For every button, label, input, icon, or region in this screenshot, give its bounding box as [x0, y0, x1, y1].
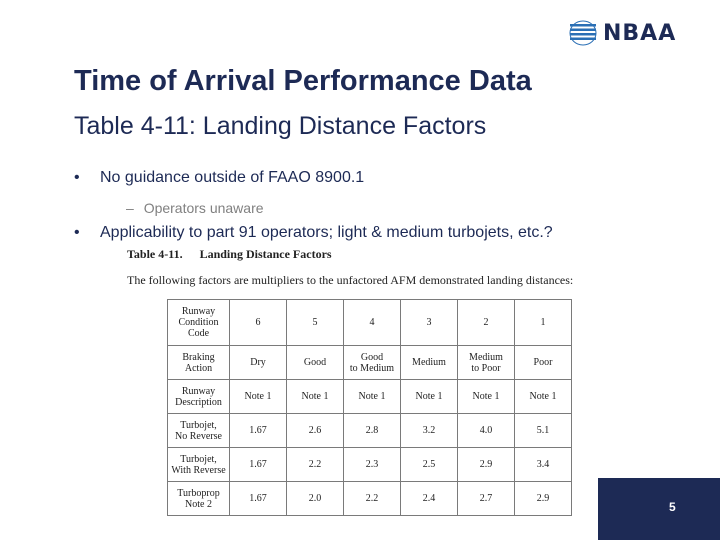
table-cell: Poor: [514, 345, 572, 380]
document-intro-text: The following factors are multipliers to…: [127, 273, 574, 287]
table-cell: 2.2: [286, 447, 344, 482]
row-header-line: Description: [175, 396, 222, 408]
row-header-line: Code: [187, 328, 210, 339]
cell-line: Medium: [469, 351, 503, 363]
table-cell: 6: [229, 299, 287, 346]
table-cell: 2.8: [343, 413, 401, 448]
table-cell: Medium: [400, 345, 458, 380]
table-cell: Note 1: [514, 379, 572, 414]
table-cell: 1: [514, 299, 572, 346]
table-cell: 3.2: [400, 413, 458, 448]
table-cell: 3.4: [514, 447, 572, 482]
landing-distance-factors-table: Runway Condition Code 6 5 4 3 2 1 Braking Action Dr…: [167, 299, 572, 516]
page-number-badge: 5: [598, 478, 720, 540]
table-label: Table 4-11.: [127, 247, 183, 261]
bullet-marker: •: [74, 169, 80, 186]
logo-text: NBAA: [603, 21, 677, 46]
table-cell: Medium to Poor: [457, 345, 515, 380]
table-cell: Note 1: [400, 379, 458, 414]
row-header-line: Runway: [181, 385, 216, 397]
table-cell: Good to Medium: [343, 345, 401, 380]
table-title: Landing Distance Factors: [199, 247, 332, 261]
row-header-line: Action: [184, 362, 213, 374]
cell-line: to Medium: [349, 362, 395, 374]
table-row: Turbojet, No Reverse 1.67 2.6 2.8 3.2 4.0 5.1: [167, 413, 572, 448]
row-header-cell: Runway Condition Code: [167, 299, 230, 346]
row-header-line: No Reverse: [175, 430, 222, 442]
sub-bullet-marker: –: [126, 200, 134, 216]
bullet-marker: •: [74, 224, 80, 241]
table-cell: 2.0: [286, 481, 344, 516]
table-row: Turbojet, With Reverse 1.67 2.2 2.3 2.5 2.9 3.4: [167, 447, 572, 482]
table-cell: 2.4: [400, 481, 458, 516]
table-cell: 1.67: [229, 481, 287, 516]
bullet-text: No guidance outside of FAAO 8900.1: [100, 169, 365, 186]
table-cell: 3: [400, 299, 458, 346]
table-cell: 2: [457, 299, 515, 346]
table-cell: 4.0: [457, 413, 515, 448]
row-header-line: Braking: [182, 351, 215, 363]
bullet-text: Applicability to part 91 operators; ligh…: [100, 224, 553, 241]
document-table-caption: Table 4-11. Landing Distance Factors: [127, 247, 332, 262]
row-header-line: Turboprop: [177, 487, 220, 499]
cell-line: Good: [360, 351, 384, 363]
row-header-line: With Reverse: [171, 464, 226, 476]
row-header-cell: Turboprop Note 2: [167, 481, 230, 516]
table-row: Braking Action Dry Good Good to Medium Medium M…: [167, 345, 572, 380]
slide-subtitle: Table 4-11: Landing Distance Factors: [74, 112, 487, 140]
table-cell: 5: [286, 299, 344, 346]
table-row: Runway Description Note 1 Note 1 Note 1 Note …: [167, 379, 572, 414]
row-header-line: Note 2: [185, 498, 212, 510]
slide-title: Time of Arrival Performance Data: [74, 65, 532, 97]
nbaa-logo: NBAA: [567, 18, 687, 48]
table-cell: 2.2: [343, 481, 401, 516]
cell-line: to Poor: [471, 362, 501, 374]
table-cell: 5.1: [514, 413, 572, 448]
table-row: Runway Condition Code 6 5 4 3 2 1: [167, 299, 572, 346]
row-header-cell: Turbojet, With Reverse: [167, 447, 230, 482]
row-header-cell: Turbojet, No Reverse: [167, 413, 230, 448]
row-header-line: Turbojet,: [180, 419, 217, 431]
table-cell: 2.5: [400, 447, 458, 482]
table-cell: 2.7: [457, 481, 515, 516]
table-cell: Note 1: [229, 379, 287, 414]
row-header-line: Turbojet,: [180, 453, 217, 465]
table-cell: Good: [286, 345, 344, 380]
sub-bullet-item: – Operators unaware: [126, 200, 264, 216]
page-number: 5: [669, 500, 676, 514]
table-cell: 1.67: [229, 447, 287, 482]
table-cell: 2.6: [286, 413, 344, 448]
row-header-line: Runway: [181, 306, 216, 317]
table-cell: Note 1: [457, 379, 515, 414]
table-cell: 2.9: [514, 481, 572, 516]
table-cell: 2.3: [343, 447, 401, 482]
table-cell: 1.67: [229, 413, 287, 448]
table-cell: Dry: [229, 345, 287, 380]
sub-bullet-text: Operators unaware: [143, 200, 264, 216]
row-header-line: Condition: [178, 317, 219, 328]
table-cell: 4: [343, 299, 401, 346]
table-cell: Note 1: [343, 379, 401, 414]
table-row: Turboprop Note 2 1.67 2.0 2.2 2.4 2.7 2.9: [167, 481, 572, 516]
table-cell: 2.9: [457, 447, 515, 482]
table-cell: Note 1: [286, 379, 344, 414]
row-header-cell: Braking Action: [167, 345, 230, 380]
row-header-cell: Runway Description: [167, 379, 230, 414]
globe-icon: [569, 20, 597, 46]
